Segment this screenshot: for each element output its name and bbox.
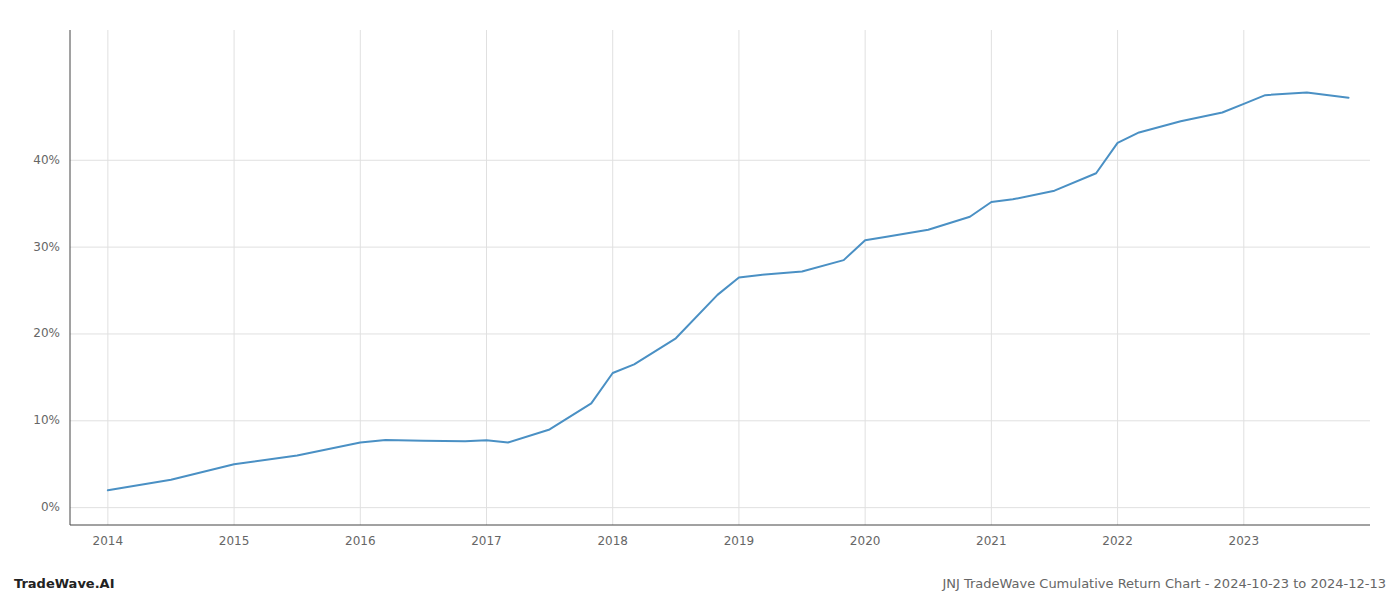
x-grid-line: [612, 30, 613, 525]
x-grid-line: [865, 30, 866, 525]
watermark: TradeWave.AI: [14, 576, 115, 591]
chart-svg: 0% 10% 20% 30% 40% 2014 2015 2016 2017 2018 2019 20…: [0, 0, 1400, 600]
x-tick-label: 2019: [724, 534, 755, 548]
y-grid-line: [70, 420, 1370, 421]
x-grid-line: [360, 30, 361, 525]
x-grid-line: [486, 30, 487, 525]
y-tick-label: 10%: [33, 413, 60, 427]
x-tick-label: 2016: [345, 534, 376, 548]
x-tick-label: 2017: [471, 534, 502, 548]
data-line: [108, 93, 1349, 491]
y-grid-line: [70, 247, 1370, 248]
x-tick-label: 2021: [976, 534, 1007, 548]
y-tick-label: 40%: [33, 153, 60, 167]
grid: [70, 30, 1370, 525]
x-grid-line: [234, 30, 235, 525]
x-grid-line: [991, 30, 992, 525]
y-grid-line: [70, 333, 1370, 334]
x-grid-line: [1117, 30, 1118, 525]
y-grid-line: [70, 160, 1370, 161]
y-tick-label: 30%: [33, 240, 60, 254]
page: {"chart_data": {"type": "line", "title":…: [0, 0, 1400, 600]
y-axis-line: [70, 30, 71, 525]
plot-area: [108, 93, 1349, 491]
x-tick-label: 2014: [93, 534, 124, 548]
chart-title: JNJ TradeWave Cumulative Return Chart - …: [941, 576, 1386, 591]
x-tick-label: 2018: [597, 534, 628, 548]
chart-container: 0% 10% 20% 30% 40% 2014 2015 2016 2017 2018 2019 20…: [0, 0, 1400, 600]
x-tick-label: 2022: [1102, 534, 1133, 548]
x-tick-label: 2023: [1229, 534, 1260, 548]
y-tick-label: 20%: [33, 326, 60, 340]
x-tick-label: 2015: [219, 534, 250, 548]
x-tick-label: 2020: [850, 534, 881, 548]
y-tick-label: 0%: [41, 500, 60, 514]
x-grid-line: [107, 30, 108, 525]
y-grid-line: [70, 507, 1370, 508]
x-axis-line: [70, 525, 1370, 526]
